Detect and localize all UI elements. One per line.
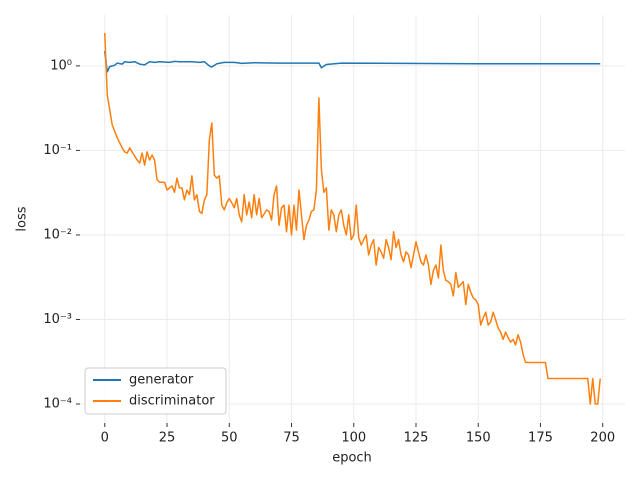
x-tick-label: 100	[341, 431, 366, 446]
y-tick-label: 10⁻¹	[43, 143, 72, 158]
x-tick-label: 175	[528, 431, 553, 446]
x-tick-label: 200	[590, 431, 615, 446]
series-line	[104, 32, 601, 405]
y-tick-label: 10⁻³	[43, 312, 72, 327]
x-tick-label: 75	[283, 431, 300, 446]
x-tick-label: 125	[404, 431, 429, 446]
x-tick-label: 150	[466, 431, 491, 446]
x-tick-label: 50	[221, 431, 238, 446]
legend-label: discriminator	[129, 394, 215, 409]
legend: generator discriminator	[84, 367, 227, 415]
x-tick-label: 0	[101, 431, 109, 446]
x-tick-label: 25	[159, 431, 176, 446]
x-axis-label: epoch	[332, 451, 372, 466]
y-axis-label: loss	[15, 206, 30, 231]
y-tick-label: 10⁻⁴	[43, 397, 72, 412]
legend-label: generator	[129, 373, 194, 388]
grid: 0 25 50 75 100 125 150 175 200 10⁻⁴ 10⁻³ 10⁻² 10⁻¹ 10…	[43, 15, 625, 446]
y-tick-label: 10⁰	[50, 58, 72, 73]
series-line	[104, 50, 601, 73]
y-tick-label: 10⁻²	[43, 227, 72, 242]
plot-area	[104, 32, 601, 405]
